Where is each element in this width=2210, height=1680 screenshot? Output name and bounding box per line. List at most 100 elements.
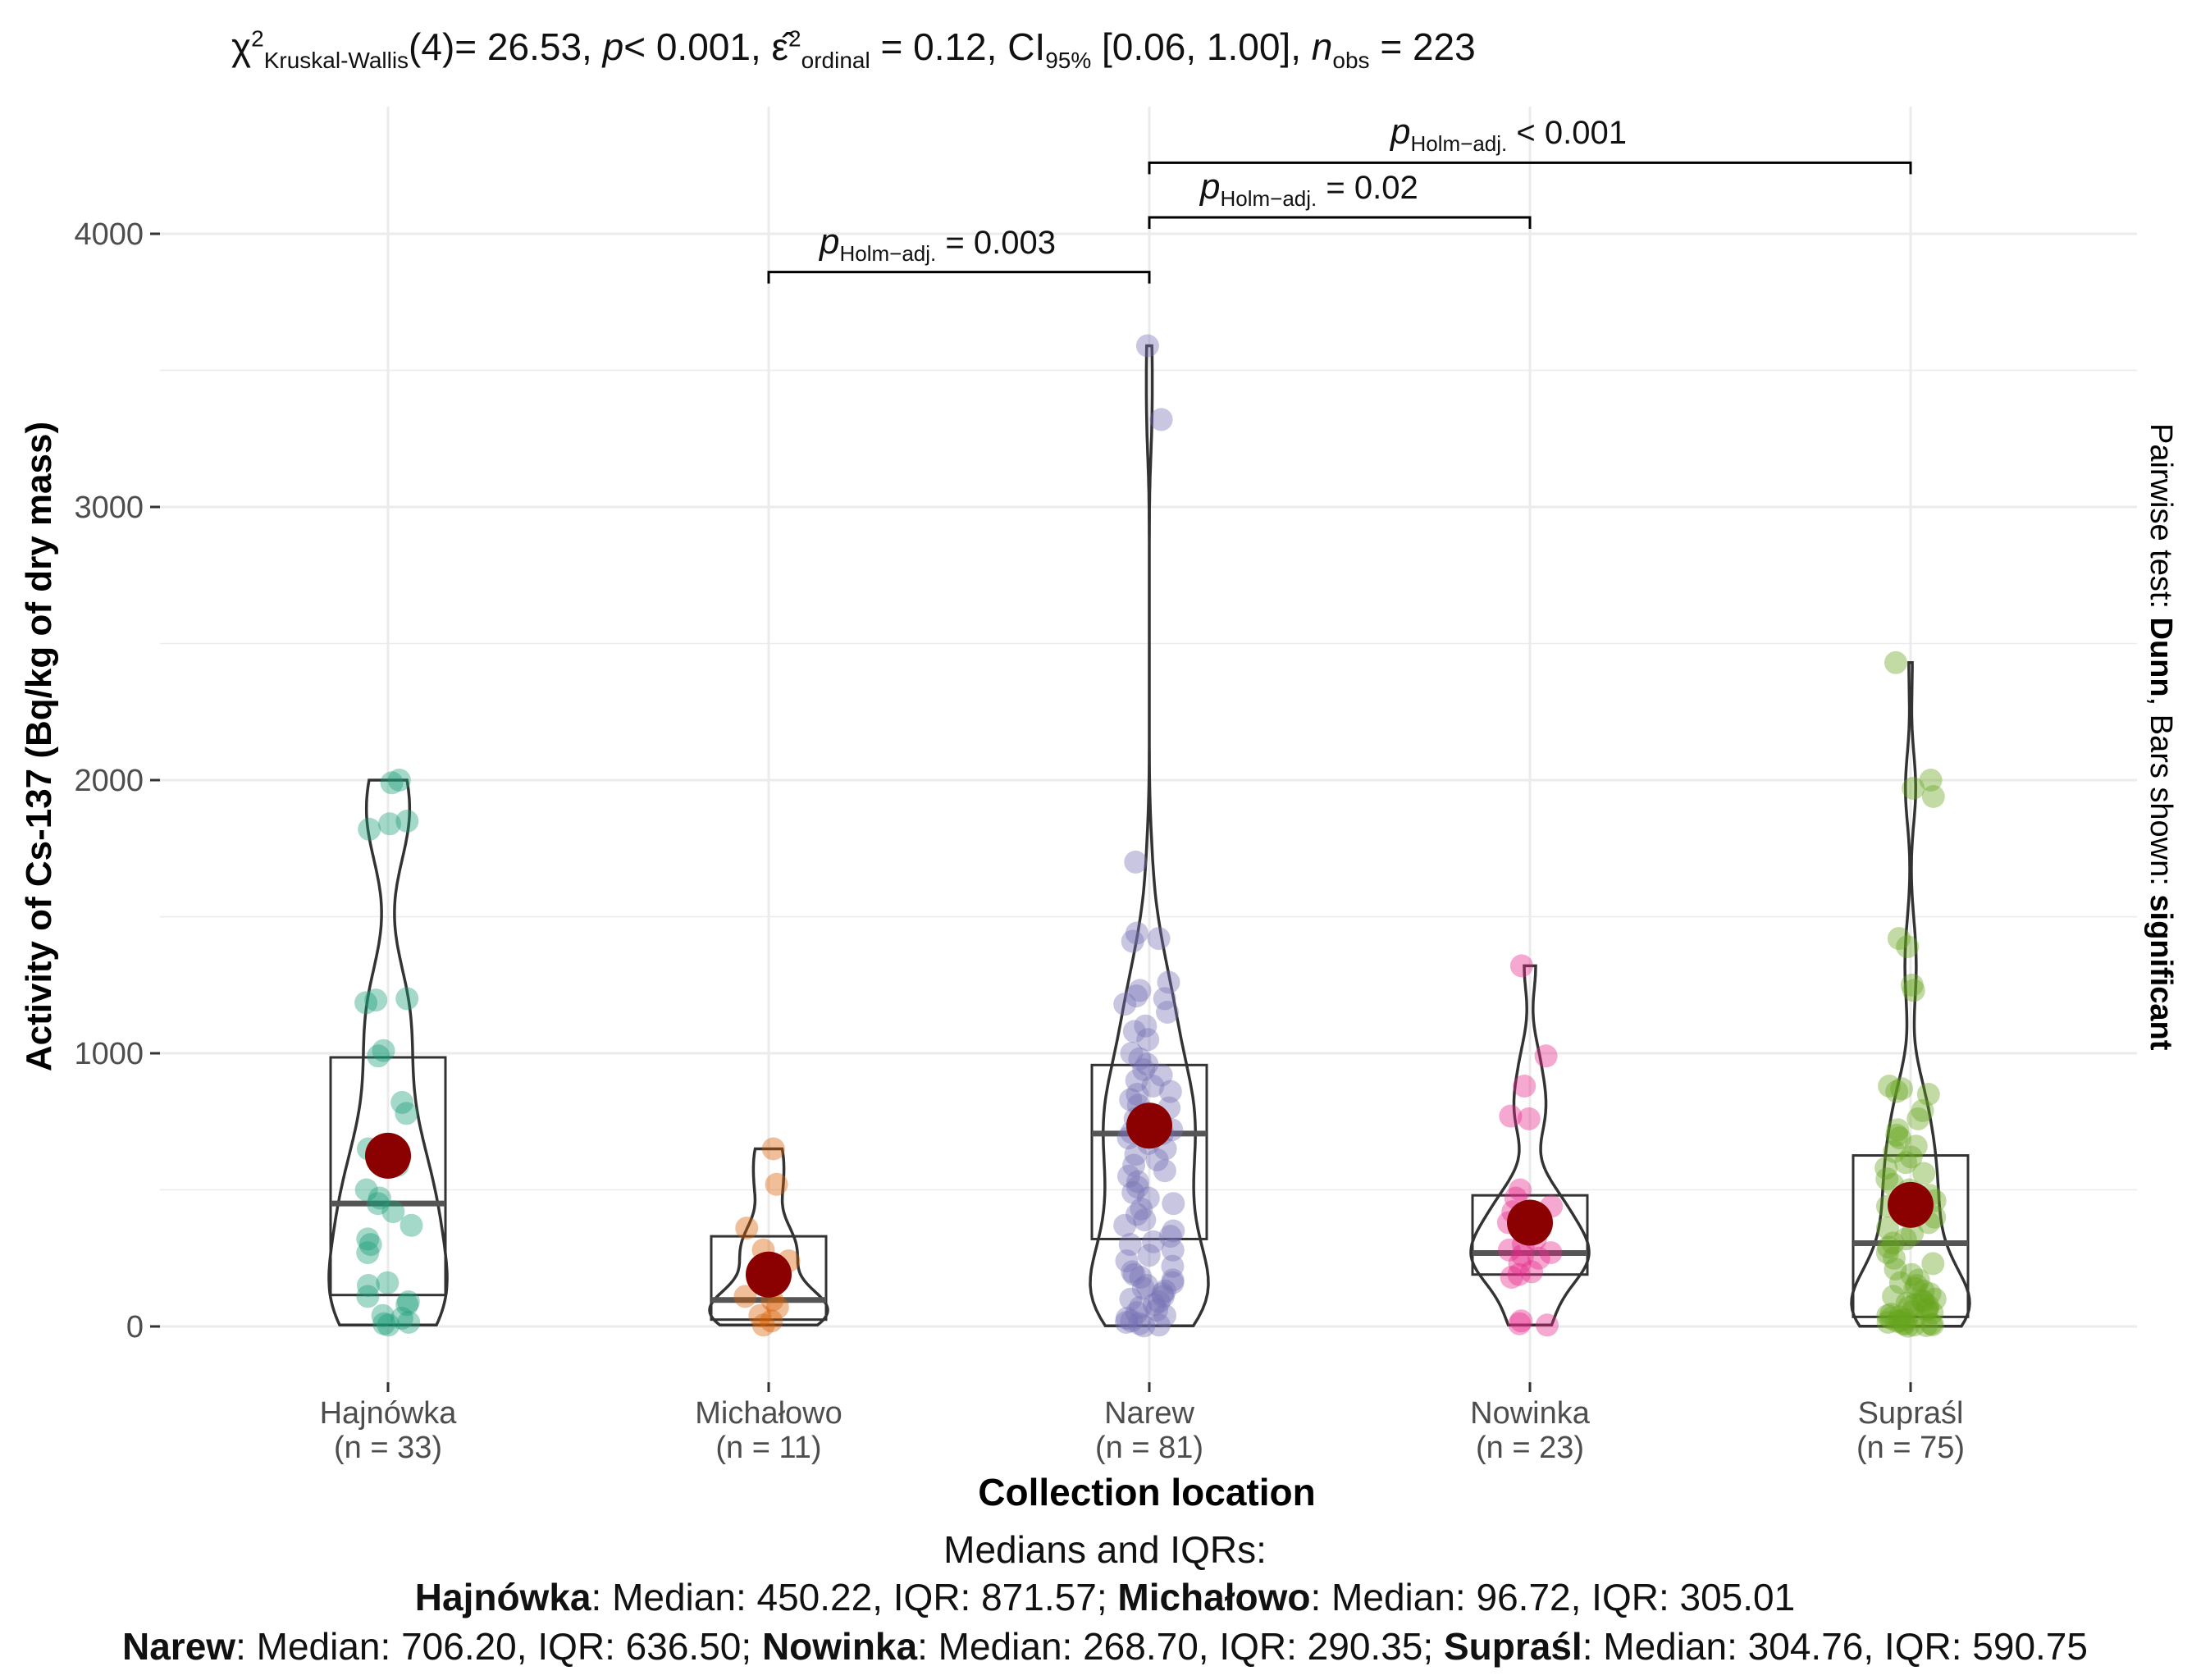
data-point <box>358 1233 382 1257</box>
data-point <box>1133 1208 1157 1232</box>
data-point <box>1162 1219 1185 1243</box>
y-axis-title: Activity of Cs-137 (Bq/kg of dry mass) <box>19 422 59 1071</box>
data-point <box>1156 1001 1180 1024</box>
data-point <box>1900 1299 1924 1323</box>
data-point <box>1915 1299 1938 1322</box>
data-point <box>1151 1285 1175 1308</box>
mean-point-Narew <box>1126 1102 1172 1149</box>
caption-group-name: Michałowo <box>1117 1576 1311 1618</box>
data-point <box>1903 1293 1927 1317</box>
mean-points <box>365 1102 1934 1298</box>
comparison-label: pHolm−adj. < 0.001 <box>1390 112 1627 157</box>
data-point <box>1153 987 1176 1011</box>
data-point <box>371 1303 395 1327</box>
data-point <box>1125 1069 1148 1093</box>
data-point <box>1888 1305 1911 1329</box>
data-point <box>1121 1180 1145 1204</box>
right-caption: Pairwise test: Dunn, Bars shown: signifi… <box>2144 423 2178 1051</box>
data-point <box>1122 1020 1146 1043</box>
data-point <box>1509 1309 1533 1333</box>
data-point <box>1894 1308 1918 1331</box>
ci-sub: 95% <box>1045 48 1092 74</box>
data-point <box>1882 1285 1906 1308</box>
data-point <box>1527 1246 1550 1270</box>
data-point <box>1875 1241 1899 1265</box>
data-point <box>367 1044 390 1068</box>
mean-point-Michałowo <box>746 1251 792 1298</box>
data-point <box>1918 1282 1942 1305</box>
comparison-p-subscript: Holm−adj. <box>1220 186 1317 212</box>
comparison-bracket <box>1148 216 1532 230</box>
violin-Michałowo <box>708 1147 829 1327</box>
data-point <box>1142 1293 1166 1317</box>
data-point <box>748 1303 772 1327</box>
stat: = 26.53, <box>454 25 592 68</box>
statistics-subtitle: χ2Kruskal-Wallis(4)= 26.53, p< 0.001, ε̂… <box>231 25 1476 74</box>
data-point <box>1539 1241 1563 1265</box>
data-point <box>765 1295 789 1319</box>
data-point <box>1896 935 1920 959</box>
data-point <box>1132 1314 1156 1338</box>
data-point <box>354 1178 378 1202</box>
data-point <box>1893 1227 1917 1251</box>
data-point <box>1147 927 1171 951</box>
p-label: p <box>602 25 624 68</box>
data-point <box>1507 1262 1531 1286</box>
data-point <box>395 810 419 833</box>
right-caption-middle: , Bars shown: <box>2144 697 2178 895</box>
data-point <box>1876 1311 1900 1334</box>
data-point <box>380 771 404 795</box>
y-tick-label: 1000 <box>74 1037 144 1071</box>
data-point <box>1890 1077 1914 1101</box>
data-point <box>1508 1312 1532 1335</box>
data-point <box>1136 1028 1160 1052</box>
x-axis: Hajnówka(n = 33)Michałowo(n = 11)Narew(n… <box>320 1382 1965 1465</box>
violins <box>327 344 1971 1328</box>
comparison-p-symbol: p <box>820 221 840 262</box>
data-point <box>1915 1314 1938 1337</box>
data-point <box>1888 1126 1911 1150</box>
x-tick-n-label: (n = 33) <box>334 1431 442 1465</box>
data-point <box>1158 1080 1182 1103</box>
data-point <box>390 1307 413 1330</box>
data-point <box>1113 1213 1137 1237</box>
data-point <box>1125 921 1148 945</box>
mean-point-Supraśl <box>1888 1181 1934 1228</box>
data-point <box>1875 1167 1899 1191</box>
data-point <box>1883 1139 1906 1163</box>
data-point <box>356 1227 380 1251</box>
data-point <box>357 1274 380 1297</box>
caption-group-name: Nowinka <box>761 1625 918 1668</box>
data-point <box>1120 1042 1144 1065</box>
data-point <box>372 1039 395 1062</box>
data-point <box>751 1313 775 1337</box>
x-tick-n-label: (n = 23) <box>1476 1431 1584 1465</box>
data-point <box>1115 1249 1139 1273</box>
box-Nowinka <box>1471 1194 1589 1276</box>
data-point <box>1125 984 1148 1008</box>
data-point <box>1888 1309 1911 1333</box>
data-point <box>1920 1313 1944 1336</box>
data-point <box>378 812 401 836</box>
data-point <box>396 1290 420 1313</box>
x-axis-title: Collection location <box>978 1471 1315 1513</box>
data-point <box>733 1285 757 1308</box>
data-point <box>395 987 419 1011</box>
y-tick-label: 3000 <box>74 491 144 525</box>
data-point <box>1876 1303 1900 1327</box>
data-point <box>1161 1268 1185 1292</box>
data-point <box>1130 1197 1153 1221</box>
right-caption-prefix: Pairwise test: <box>2144 423 2178 618</box>
comparison-p-value: < 0.001 <box>1507 115 1627 152</box>
data-point <box>1122 1153 1146 1177</box>
data-point <box>1149 1063 1173 1087</box>
data-point <box>1151 1282 1175 1305</box>
data-point <box>1124 1143 1148 1166</box>
p-value: < 0.001 <box>623 25 751 68</box>
caption-group-stats: : Median: 268.70, IQR: 290.35 <box>917 1625 1423 1668</box>
data-point <box>372 1312 395 1335</box>
data-point <box>1511 1244 1535 1267</box>
data-point <box>364 988 388 1012</box>
data-point <box>1905 1274 1929 1297</box>
